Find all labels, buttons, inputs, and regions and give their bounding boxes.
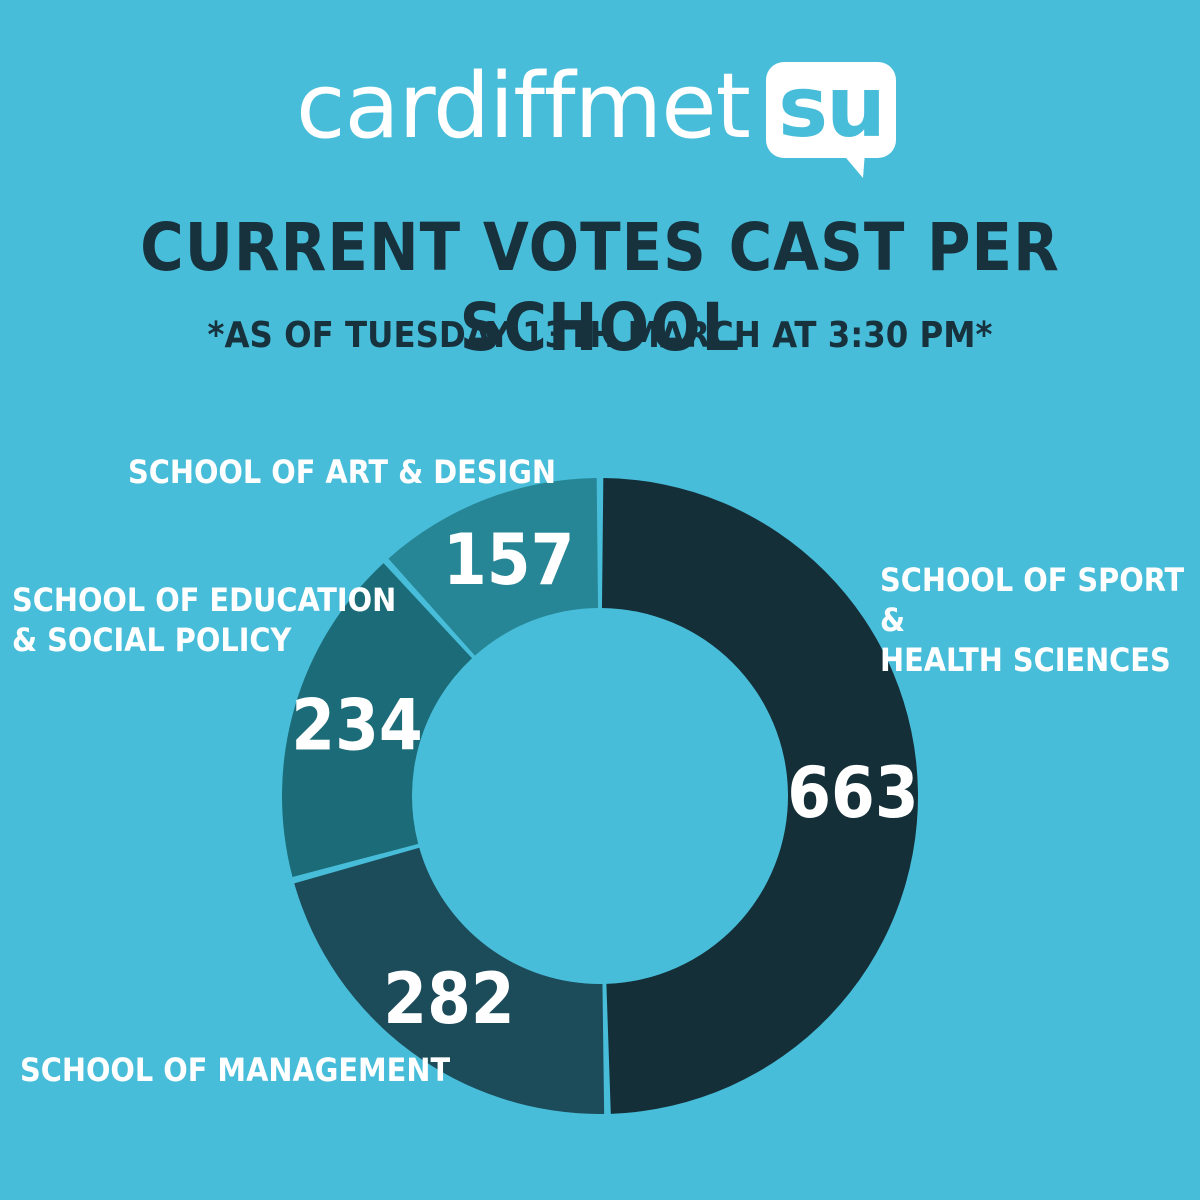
label-line: SCHOOL OF MANAGEMENT (20, 1051, 451, 1089)
value-label-art: 157 (443, 519, 574, 601)
donut-slice-art (388, 478, 599, 656)
cardiffmet-su-logo: cardiffmet su (296, 52, 916, 178)
value-label-education: 234 (291, 685, 422, 767)
label-education-social-policy: SCHOOL OF EDUCATION & SOCIAL POLICY (12, 580, 396, 660)
label-line: SCHOOL OF ART & DESIGN (128, 453, 556, 491)
logo-wordmark: cardiffmet (296, 54, 751, 159)
label-management: SCHOOL OF MANAGEMENT (20, 1050, 450, 1090)
chart-title: CURRENT VOTES CAST PER SCHOOL (140, 209, 1060, 366)
value-label-management: 282 (383, 958, 514, 1040)
value-label-sport: 663 (787, 752, 918, 834)
donut-slice-sport (601, 478, 919, 1114)
donut-slice-education (282, 563, 473, 878)
logo-speech-badge: su (766, 62, 896, 158)
label-art-design: SCHOOL OF ART & DESIGN (128, 452, 556, 492)
label-sport-health-sciences: SCHOOL OF SPORT & HEALTH SCIENCES (880, 560, 1200, 680)
label-line: & SOCIAL POLICY (12, 621, 292, 659)
label-line: HEALTH SCIENCES (880, 641, 1171, 679)
label-line: SCHOOL OF EDUCATION (12, 581, 397, 619)
label-line: SCHOOL OF SPORT & (880, 561, 1185, 639)
logo-badge-tail (841, 152, 865, 178)
chart-subtitle: *AS OF TUESDAY 13TH MARCH AT 3:30 PM* (207, 315, 993, 356)
donut-slice-management (294, 847, 605, 1114)
logo-badge-text: su (778, 58, 886, 156)
